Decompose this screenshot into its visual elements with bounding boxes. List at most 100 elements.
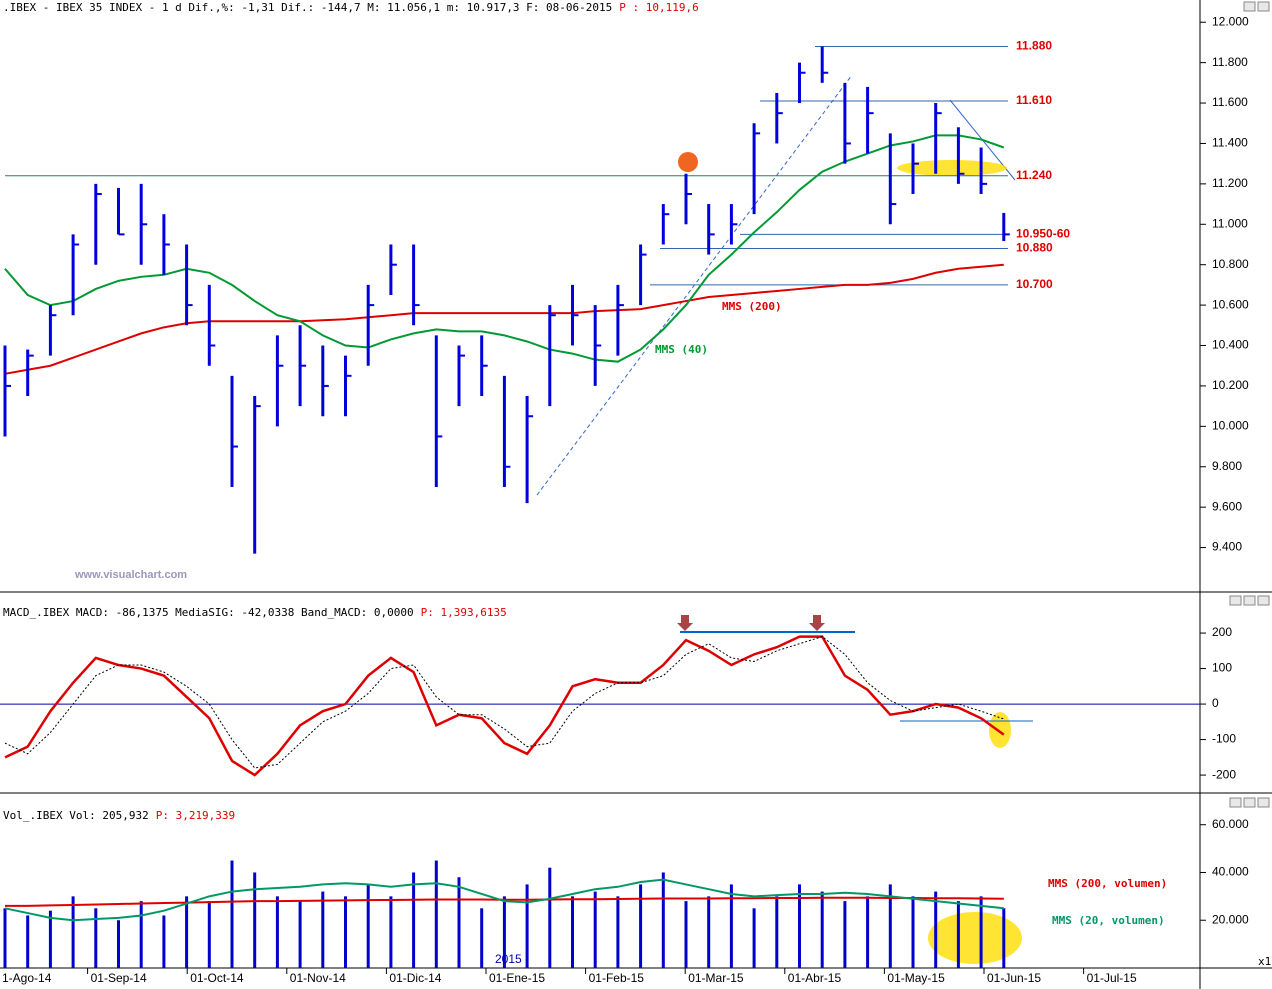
volume-bar [26,915,30,968]
y-tick-label: 11.800 [1212,55,1248,69]
y-tick-label: 11.200 [1212,176,1248,190]
y-tick-label: -200 [1212,767,1236,781]
series-label: MMS (200, volumen) [1048,877,1167,890]
minimize-button[interactable] [1229,797,1242,808]
volume-bar [616,896,620,968]
series-label: MMS (40) [655,343,708,356]
highlight [989,712,1011,748]
level-label: 11.240 [1016,168,1052,182]
volume-bar [185,896,189,968]
volume-bar [956,901,960,968]
level-label: 11.610 [1016,93,1052,107]
x-tick-label: 01-Abr-15 [788,971,842,985]
volume-bar [684,901,688,968]
volume-bar [412,872,416,968]
volume-bar [661,872,665,968]
level-label: 11.880 [1016,39,1052,53]
volume-bar [366,884,370,968]
volume-bar [457,877,461,968]
panel-header: Vol_.IBEX Vol: 205,932 [3,809,149,822]
volume-bar [752,908,756,968]
y-tick-label: 10.400 [1212,338,1249,352]
volume-bar [888,884,892,968]
y-tick-label: 100 [1212,661,1232,675]
macd-line [4,635,1005,777]
x-tick-label: 01-Feb-15 [589,971,645,985]
volume-bar [979,896,983,968]
close-button[interactable] [1257,797,1270,808]
volume-bar [207,901,211,968]
volume-bar [139,901,143,968]
x-tick-label: 1-Ago-14 [2,971,52,985]
moving-average [4,263,1004,375]
y-tick-label: 9.600 [1212,499,1242,513]
watermark: www.visualchart.com [74,569,187,581]
volume-bar [502,896,506,968]
highlight [928,912,1022,964]
volume-bar [94,908,98,968]
x-tick-label: 01-Oct-14 [190,971,244,985]
maximize-button[interactable] [1243,797,1256,808]
y-tick-label: 11.000 [1212,216,1248,230]
volume-bar [321,891,325,968]
level-label: 10.950-60 [1016,227,1070,241]
volume-bar [253,872,257,968]
close-button[interactable] [1257,595,1270,606]
volume-bar [866,896,870,968]
level-label: 10.880 [1016,241,1053,255]
y-tick-label: 10.000 [1212,419,1249,433]
volume-bar [820,891,824,968]
volume-bar [230,860,234,968]
y-tick-label: 10.200 [1212,378,1249,392]
y-tick-label: 11.400 [1212,136,1248,150]
y-tick-label: 20.000 [1212,912,1249,926]
volume-bar [843,901,847,968]
volume-bar [934,891,938,968]
y-tick-label: 11.600 [1212,95,1248,109]
volume-bar [275,896,279,968]
maximize-button[interactable] [1243,595,1256,606]
volume-bar [639,884,643,968]
arrow [677,615,693,631]
y-tick-label: 9.400 [1212,540,1242,554]
volume-bar [525,884,529,968]
x-tick-label: 01-Sep-14 [91,971,147,985]
x-tick-label: 01-Jul-15 [1087,971,1137,985]
volume-bar [707,896,711,968]
x-tick-label: 01-Nov-14 [290,971,346,985]
volume-bar [729,884,733,968]
maximize-button[interactable] [1243,1,1256,12]
volume-bar [571,896,574,968]
volume-bar [434,860,438,968]
volume-bar [480,908,484,968]
x-tick-label: 01-Dic-14 [389,971,441,985]
volume-bar [775,896,779,968]
panel-header: .IBEX - IBEX 35 INDEX - 1 d Dif.,%: -1,3… [3,1,612,14]
minimize-button[interactable] [1229,595,1242,606]
y-tick-label: 10.800 [1212,257,1249,271]
volume-bar [48,910,52,968]
y-tick-label: 40.000 [1212,865,1249,879]
y-tick-label: 60.000 [1212,817,1249,831]
multiplier: x10 [1258,955,1272,968]
x-tick-label: 01-May-15 [887,971,945,985]
y-tick-label: 9.800 [1212,459,1242,473]
arrow [809,615,825,631]
volume-bar [911,896,915,968]
volume-bar [298,901,302,968]
volume-bar [389,896,393,968]
volume-bar [548,867,552,968]
y-tick-label: 200 [1212,625,1232,639]
volume-bar [344,896,347,968]
y-tick-label: 0 [1212,696,1219,710]
panel-buttons [1229,1,1270,808]
volume-bar [71,896,75,968]
volume-bar [798,884,801,968]
close-button[interactable] [1257,1,1270,12]
series-label: MMS (200) [722,300,782,313]
macd-line [4,636,1004,769]
x-tick-label: 01-Jun-15 [987,971,1041,985]
highlight [897,160,1007,176]
